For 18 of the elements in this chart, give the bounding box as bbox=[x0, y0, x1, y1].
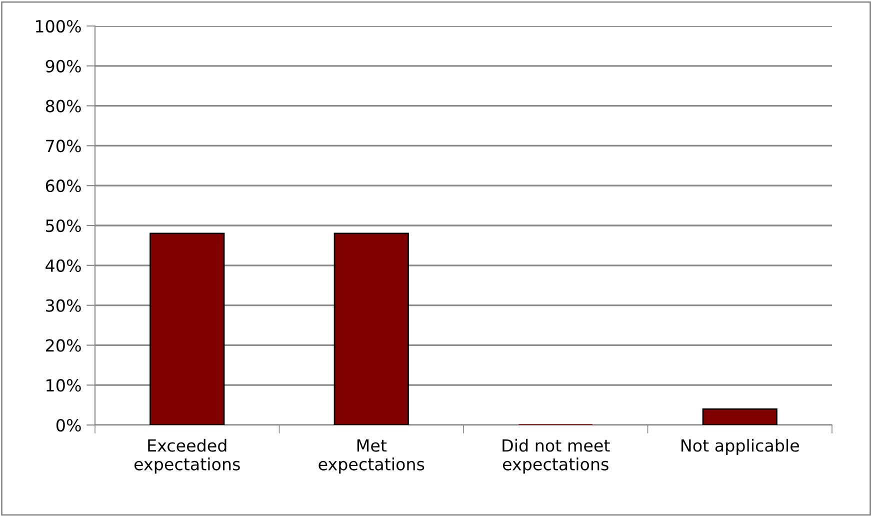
y-tick-label: 30% bbox=[46, 299, 81, 312]
bar bbox=[334, 232, 409, 425]
y-tick-label: 90% bbox=[46, 60, 81, 72]
y-tick-label: 60% bbox=[46, 180, 81, 192]
y-tick-label: 70% bbox=[46, 140, 81, 152]
y-tick-label: 10% bbox=[46, 379, 81, 392]
x-tick-label: Exceeded expectations bbox=[134, 438, 240, 474]
x-tick-label: Not applicable bbox=[682, 438, 799, 456]
y-tick-label: 0% bbox=[56, 418, 81, 432]
bar bbox=[150, 232, 225, 425]
bar bbox=[702, 408, 778, 425]
y-tick-label: 20% bbox=[46, 339, 81, 352]
x-tick-label: Did not meet expectations bbox=[502, 438, 610, 474]
y-tick-label: 80% bbox=[46, 100, 81, 112]
y-tick-label: 40% bbox=[46, 259, 81, 272]
y-tick-label: 100% bbox=[36, 20, 81, 33]
y-tick-label: 50% bbox=[46, 219, 81, 232]
x-tick-label: Met expectations bbox=[318, 439, 424, 474]
